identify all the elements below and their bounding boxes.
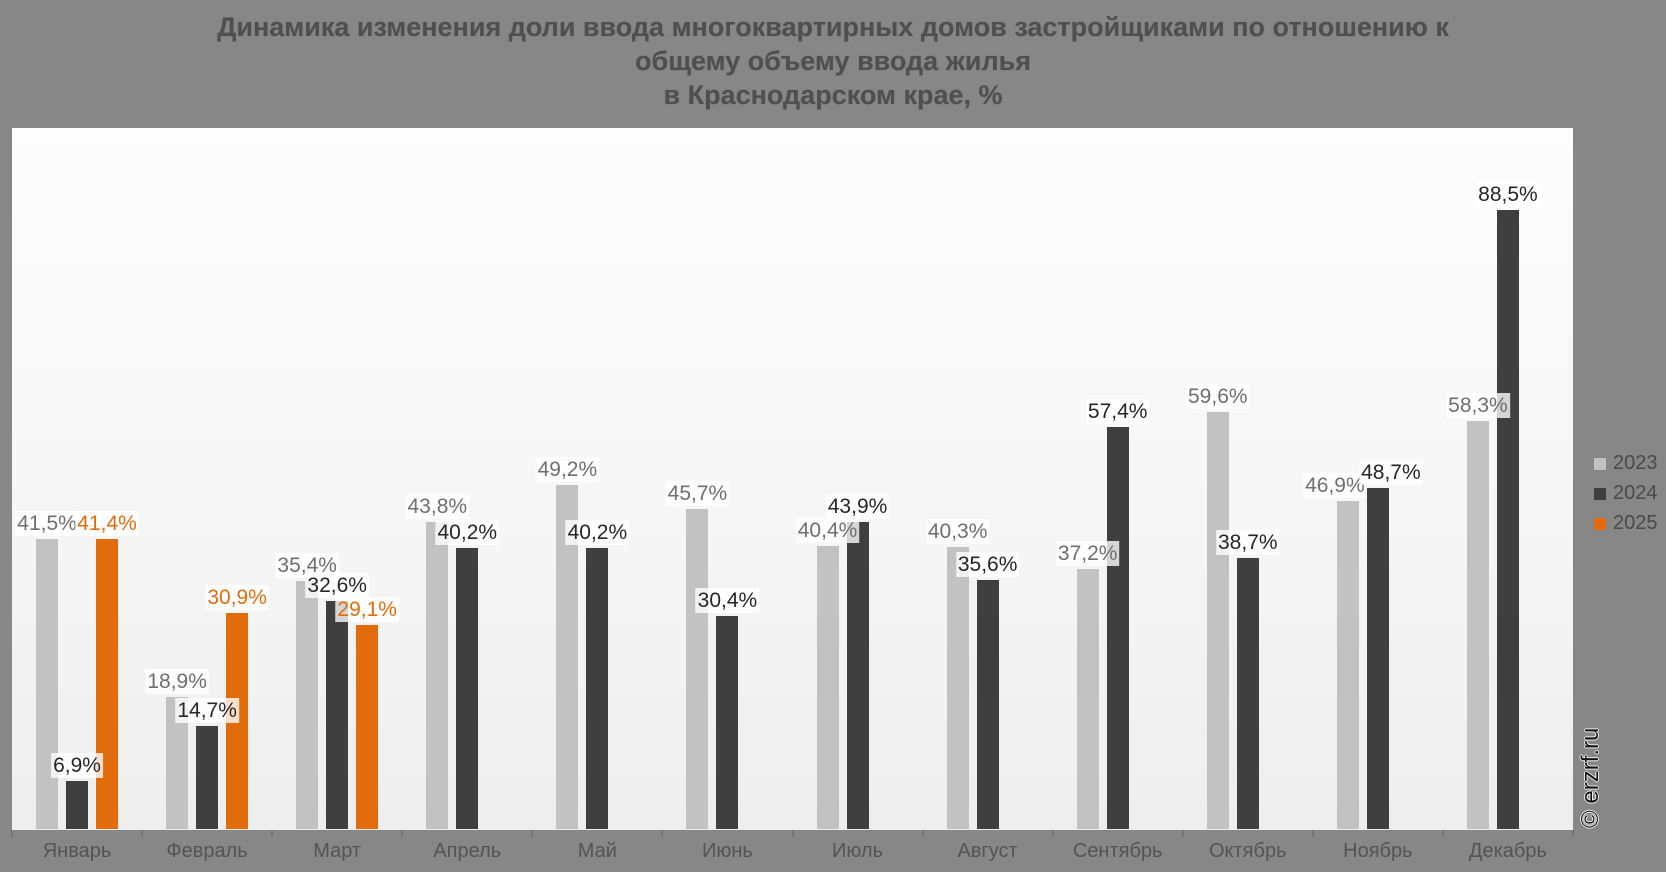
- legend-item-2025: 2025: [1594, 512, 1658, 535]
- x-axis-label-Октябрь: Октябрь: [1208, 840, 1287, 862]
- x-axis-label-Июль: Июль: [831, 840, 884, 862]
- x-axis-label-Декабрь: Декабрь: [1468, 840, 1547, 862]
- bar-value-label: 40,2%: [565, 519, 630, 545]
- bar-2023-Январь: [36, 538, 59, 829]
- bar-2025-Март: [356, 625, 379, 829]
- x-axis-tick: [1051, 830, 1054, 837]
- x-axis-tick: [401, 830, 404, 837]
- chart-title-line-1: Динамика изменения доли ввода многокварт…: [217, 12, 1449, 42]
- bar-value-label: 46,9%: [1303, 472, 1367, 498]
- x-axis-tick: [921, 830, 924, 837]
- x-axis-tick: [1441, 830, 1444, 837]
- bar-value-label: 38,7%: [1216, 530, 1280, 556]
- x-axis-label-Март: Март: [313, 840, 362, 862]
- x-axis-label-Апрель: Апрель: [433, 840, 502, 862]
- legend-item-2023: 2023: [1594, 452, 1658, 475]
- bar-2024-Март: [326, 600, 349, 829]
- bar-2024-Июнь: [716, 616, 739, 829]
- chart-title-line-3: в Краснодарском крае, %: [663, 80, 1003, 110]
- bar-value-label: 6,9%: [51, 752, 103, 778]
- bar-value-label: 40,4%: [795, 518, 860, 544]
- bar-value-label: 58,3%: [1446, 392, 1510, 418]
- legend-swatch-2024: [1594, 487, 1606, 500]
- bar-2024-Сентябрь: [1106, 427, 1129, 829]
- chart-title: Динамика изменения доли ввода многокварт…: [0, 10, 1666, 112]
- bar-2023-Октябрь: [1206, 411, 1229, 829]
- bar-2023-Февраль: [166, 696, 189, 829]
- bar-2024-Октябрь: [1236, 558, 1259, 829]
- legend-swatch-2023: [1594, 457, 1606, 470]
- bar-2024-Ноябрь: [1366, 488, 1389, 829]
- x-axis-tick: [791, 830, 794, 837]
- bar-value-label: 41,5%: [15, 510, 79, 536]
- x-axis-tick: [1572, 830, 1574, 837]
- x-axis-tick: [661, 830, 664, 837]
- bar-2023-Март: [296, 581, 319, 829]
- chart-title-line-2: общему объему ввода жилья: [635, 46, 1031, 76]
- legend-label-2025: 2025: [1613, 512, 1658, 534]
- bar-value-label: 30,9%: [205, 584, 269, 610]
- bar-2023-Сентябрь: [1076, 568, 1099, 829]
- bar-value-label: 43,9%: [825, 493, 890, 519]
- bar-value-label: 43,8%: [405, 494, 470, 520]
- bar-2025-Январь: [96, 539, 119, 829]
- x-axis-tick: [11, 830, 13, 837]
- bar-value-label: 18,9%: [145, 668, 209, 694]
- bar-value-label: 32,6%: [305, 572, 369, 598]
- bar-2023-Апрель: [426, 522, 449, 829]
- x-axis-tick: [531, 830, 534, 837]
- bar-2024-Апрель: [456, 547, 479, 829]
- x-axis-tick: [271, 830, 274, 837]
- bar-value-label: 29,1%: [335, 597, 399, 623]
- bar-value-label: 40,2%: [435, 519, 500, 545]
- bar-value-label: 40,3%: [925, 518, 990, 544]
- legend-swatch-2025: [1594, 517, 1606, 530]
- bar-value-label: 48,7%: [1359, 460, 1423, 486]
- bar-2023-Май: [556, 484, 579, 829]
- bar-value-label: 45,7%: [665, 481, 730, 507]
- bar-value-label: 57,4%: [1085, 399, 1150, 425]
- x-axis-tick: [141, 830, 144, 837]
- bar-value-label: 49,2%: [535, 456, 600, 482]
- x-axis-tick: [1181, 830, 1184, 837]
- bar-2024-Май: [586, 547, 609, 829]
- x-axis-label-Ноябрь: Ноябрь: [1343, 840, 1413, 862]
- x-axis-label-Февраль: Февраль: [166, 840, 248, 862]
- bar-value-label: 37,2%: [1055, 540, 1120, 566]
- bar-value-label: 35,6%: [955, 551, 1020, 577]
- bar-2023-Декабрь: [1466, 420, 1489, 829]
- bar-2023-Август: [946, 546, 969, 829]
- bar-2023-Июнь: [686, 509, 709, 829]
- bar-2023-Ноябрь: [1336, 500, 1359, 829]
- bar-2023-Июль: [816, 546, 839, 829]
- bar-2024-Декабрь: [1496, 209, 1519, 829]
- bar-value-label: 30,4%: [695, 588, 760, 614]
- plot-area: 41,5% 6,9% 41,4% 18,9% 14,7% 30,9% 35,4% 32,6% 2…: [12, 128, 1573, 830]
- x-axis-label-Сентябрь: Сентябрь: [1072, 840, 1163, 862]
- watermark-erzrf: © erzrf.ru: [1577, 727, 1604, 828]
- legend-item-2024: 2024: [1594, 482, 1658, 505]
- legend-label-2024: 2024: [1613, 482, 1658, 504]
- bar-value-label: 41,4%: [75, 511, 139, 537]
- legend-label-2023: 2023: [1613, 452, 1658, 474]
- bar-2024-Февраль: [196, 726, 219, 829]
- bar-value-label: 14,7%: [175, 698, 239, 724]
- x-axis-label-Август: Август: [957, 840, 1018, 862]
- x-axis-label-Январь: Январь: [42, 840, 112, 862]
- x-axis-label-Май: Май: [577, 840, 617, 862]
- x-axis-label-Июнь: Июнь: [701, 840, 753, 862]
- bar-2024-Август: [976, 579, 999, 829]
- bar-value-label: 88,5%: [1476, 181, 1540, 207]
- bar-2024-Январь: [66, 780, 89, 829]
- bar-2024-Июль: [846, 521, 869, 829]
- bar-value-label: 59,6%: [1186, 383, 1250, 409]
- x-axis-tick: [1311, 830, 1314, 837]
